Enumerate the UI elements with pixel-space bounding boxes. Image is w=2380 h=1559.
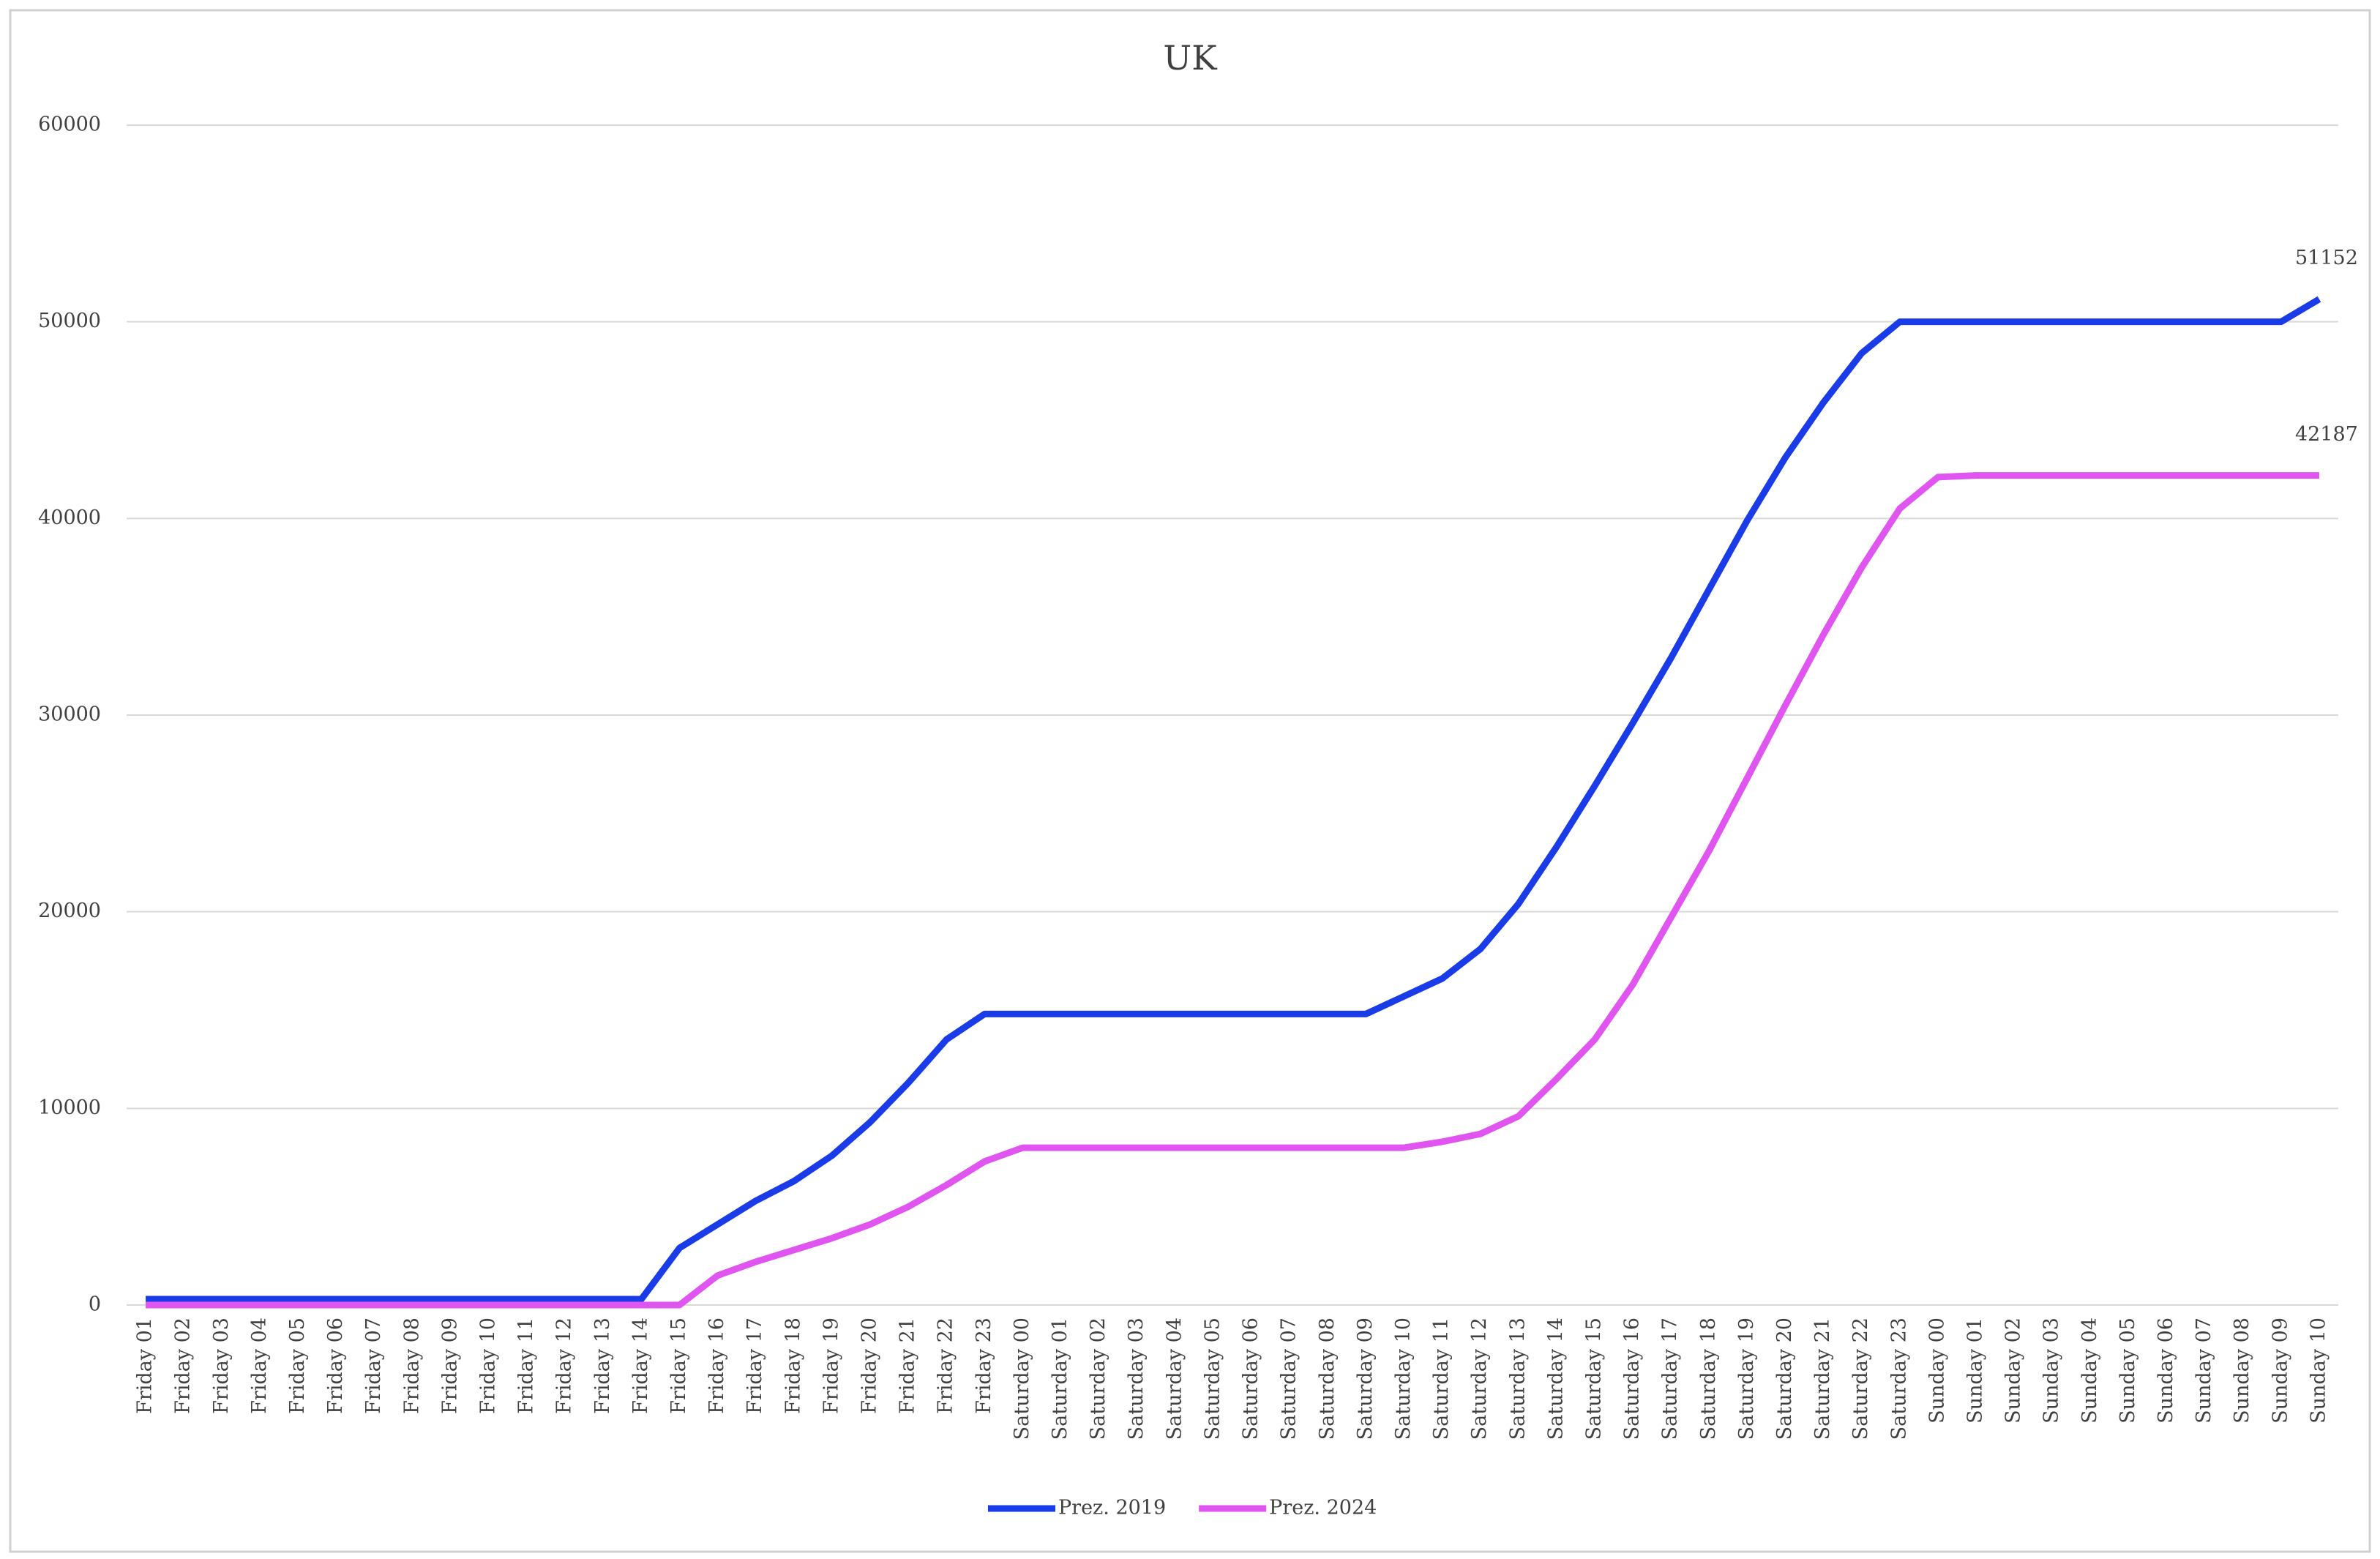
x-tick-label: Friday 17 bbox=[744, 1317, 766, 1414]
x-tick-label: Saturday 14 bbox=[1544, 1317, 1567, 1440]
x-tick-label: Friday 13 bbox=[591, 1317, 614, 1414]
x-tick-label: Saturday 16 bbox=[1621, 1317, 1644, 1440]
x-tick-label: Friday 03 bbox=[210, 1317, 233, 1414]
series-line bbox=[146, 472, 2319, 1309]
y-tick-label: 40000 bbox=[38, 506, 101, 529]
x-tick-label: Sunday 00 bbox=[1926, 1317, 1948, 1424]
x-tick-label: Saturday 13 bbox=[1506, 1317, 1529, 1440]
x-tick-label: Friday 06 bbox=[324, 1317, 347, 1414]
x-tick-label: Friday 16 bbox=[706, 1317, 728, 1414]
x-tick-label: Sunday 08 bbox=[2231, 1317, 2253, 1424]
x-tick-label: Friday 10 bbox=[476, 1317, 499, 1414]
y-tick-label: 60000 bbox=[38, 113, 101, 136]
x-tick-label: Friday 11 bbox=[515, 1317, 538, 1414]
series-line bbox=[146, 296, 2321, 1303]
x-tick-label: Saturday 12 bbox=[1468, 1317, 1491, 1440]
x-tick-label: Saturday 21 bbox=[1811, 1317, 1834, 1440]
y-tick-label: 50000 bbox=[38, 310, 101, 332]
x-tick-label: Saturday 23 bbox=[1887, 1317, 1910, 1440]
x-tick-label: Saturday 00 bbox=[1011, 1317, 1033, 1440]
x-tick-label: Saturday 20 bbox=[1773, 1317, 1796, 1440]
x-tick-label: Saturday 15 bbox=[1582, 1317, 1605, 1440]
x-tick-label: Saturday 08 bbox=[1316, 1317, 1339, 1440]
x-tick-label: Saturday 02 bbox=[1087, 1317, 1109, 1440]
x-tick-label: Sunday 06 bbox=[2155, 1317, 2177, 1424]
x-tick-label: Friday 08 bbox=[400, 1317, 423, 1414]
y-tick-label: 0 bbox=[89, 1293, 101, 1316]
x-tick-label: Friday 19 bbox=[820, 1317, 842, 1414]
x-tick-label: Friday 04 bbox=[248, 1317, 271, 1414]
x-tick-label: Friday 15 bbox=[667, 1317, 690, 1414]
x-tick-label: Friday 12 bbox=[553, 1317, 576, 1414]
x-tick-label: Friday 02 bbox=[172, 1317, 195, 1414]
x-tick-label: Sunday 09 bbox=[2269, 1317, 2291, 1424]
x-tick-label: Saturday 04 bbox=[1163, 1317, 1186, 1440]
x-tick-label: Friday 07 bbox=[362, 1317, 385, 1414]
x-tick-label: Friday 20 bbox=[858, 1317, 881, 1414]
x-tick-label: Friday 18 bbox=[782, 1317, 804, 1414]
x-tick-label: Sunday 07 bbox=[2193, 1317, 2215, 1424]
x-tick-label: Friday 22 bbox=[935, 1317, 957, 1414]
y-tick-label: 20000 bbox=[38, 900, 101, 922]
x-tick-label: Friday 01 bbox=[134, 1317, 157, 1414]
data-label: 51152 bbox=[2295, 247, 2358, 269]
x-tick-label: Friday 21 bbox=[897, 1317, 919, 1414]
x-tick-label: Saturday 03 bbox=[1125, 1317, 1148, 1440]
x-tick-label: Saturday 22 bbox=[1849, 1317, 1872, 1440]
x-tick-label: Friday 05 bbox=[286, 1317, 309, 1414]
x-tick-label: Saturday 07 bbox=[1278, 1317, 1301, 1440]
x-tick-label: Saturday 19 bbox=[1735, 1317, 1758, 1440]
x-tick-label: Saturday 01 bbox=[1049, 1317, 1071, 1440]
x-tick-label: Sunday 02 bbox=[2002, 1317, 2025, 1424]
x-tick-label: Sunday 04 bbox=[2078, 1317, 2101, 1424]
legend-label: Prez. 2024 bbox=[1269, 1497, 1377, 1519]
x-tick-label: Saturday 18 bbox=[1697, 1317, 1720, 1440]
x-tick-label: Sunday 10 bbox=[2307, 1317, 2330, 1424]
chart-frame bbox=[9, 9, 2371, 1553]
x-tick-label: Friday 09 bbox=[438, 1317, 461, 1414]
x-tick-label: Saturday 06 bbox=[1240, 1317, 1262, 1440]
x-tick-label: Saturday 10 bbox=[1392, 1317, 1415, 1440]
x-tick-label: Saturday 05 bbox=[1201, 1317, 1224, 1440]
x-tick-label: Sunday 03 bbox=[2040, 1317, 2063, 1424]
y-tick-label: 30000 bbox=[38, 703, 101, 726]
x-tick-label: Saturday 17 bbox=[1659, 1317, 1682, 1440]
x-tick-label: Sunday 01 bbox=[1964, 1317, 1987, 1424]
x-tick-label: Friday 14 bbox=[629, 1317, 652, 1414]
legend-label: Prez. 2019 bbox=[1058, 1497, 1166, 1519]
data-label: 42187 bbox=[2295, 423, 2358, 446]
x-tick-label: Saturday 09 bbox=[1354, 1317, 1377, 1440]
y-tick-label: 10000 bbox=[38, 1096, 101, 1119]
x-tick-label: Sunday 05 bbox=[2117, 1317, 2139, 1424]
x-tick-label: Saturday 11 bbox=[1430, 1317, 1453, 1440]
x-tick-label: Friday 23 bbox=[973, 1317, 995, 1414]
chart-title: UK bbox=[1163, 38, 1218, 78]
